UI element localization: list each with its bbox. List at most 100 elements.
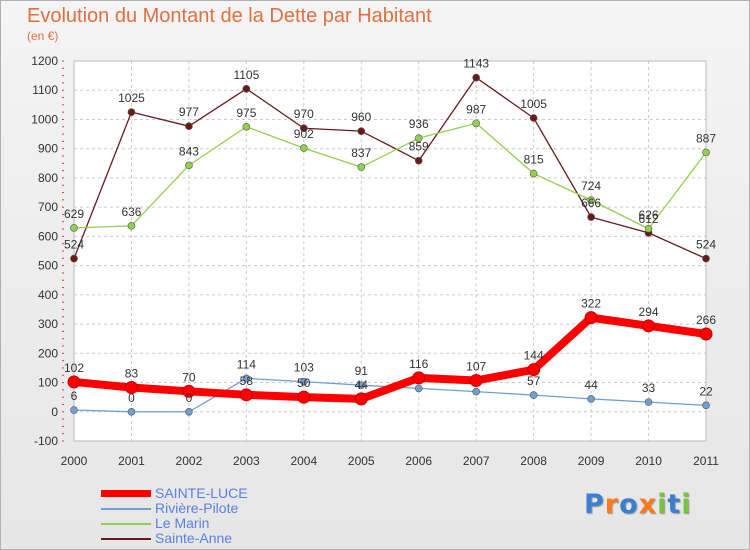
data-point xyxy=(242,84,251,93)
x-tick-label: 2005 xyxy=(348,454,375,468)
data-point xyxy=(702,254,710,263)
data-point xyxy=(242,374,251,383)
data-point xyxy=(127,108,136,116)
y-tick-label: 400 xyxy=(38,288,58,302)
y-tick-label: 100 xyxy=(38,376,58,390)
y-tick-label: 300 xyxy=(38,317,58,331)
data-label: 887 xyxy=(696,131,716,145)
legend-swatch xyxy=(101,508,151,510)
data-label: 1105 xyxy=(233,68,259,82)
x-tick-label: 2009 xyxy=(578,454,605,468)
data-label: 322 xyxy=(581,297,601,311)
data-point xyxy=(702,401,710,410)
data-label: 58 xyxy=(240,374,254,388)
data-label: 50 xyxy=(297,376,311,390)
data-label: 0 xyxy=(186,391,193,405)
data-point xyxy=(70,406,78,414)
data-point xyxy=(185,161,193,170)
x-tick-label: 2011 xyxy=(693,454,719,468)
series-line xyxy=(73,77,707,260)
data-point xyxy=(702,148,710,157)
data-point xyxy=(472,119,480,128)
data-point xyxy=(529,114,538,122)
data-label: 116 xyxy=(409,357,428,371)
data-point xyxy=(297,390,311,404)
data-label: 724 xyxy=(581,179,601,193)
data-point xyxy=(357,381,366,389)
data-point xyxy=(127,222,136,230)
data-point xyxy=(414,156,423,165)
data-point xyxy=(527,363,541,377)
data-label: 102 xyxy=(64,361,84,375)
logo-letter: o xyxy=(619,489,639,520)
y-tick-label: 700 xyxy=(38,200,58,214)
data-point xyxy=(642,319,656,333)
data-label: 960 xyxy=(351,110,371,124)
data-label: 859 xyxy=(409,140,429,154)
x-tick-label: 2002 xyxy=(176,454,203,468)
legend-label: Le Marin xyxy=(155,515,210,531)
data-label: 1025 xyxy=(118,91,145,105)
data-point xyxy=(182,384,196,398)
x-tick-label: 2007 xyxy=(463,454,490,468)
data-label: 626 xyxy=(639,208,659,222)
data-label: 294 xyxy=(639,305,659,319)
data-label: 44 xyxy=(355,378,369,392)
data-point xyxy=(300,144,308,152)
data-label: 837 xyxy=(351,146,371,160)
x-tick-label: 2004 xyxy=(290,454,317,468)
legend-label: Rivière-Pilote xyxy=(155,500,239,516)
data-label: 975 xyxy=(236,106,256,120)
logo-letter: x xyxy=(638,489,658,520)
data-point xyxy=(300,124,308,133)
legend-label: Sainte-Anne xyxy=(155,530,233,546)
x-tick-label: 2003 xyxy=(233,454,260,468)
data-point xyxy=(414,384,423,393)
data-label: 1143 xyxy=(463,57,489,71)
data-label: 107 xyxy=(466,359,486,373)
data-point xyxy=(587,213,595,221)
data-point xyxy=(529,391,538,399)
y-tick-label: 0 xyxy=(51,405,58,419)
grid xyxy=(73,60,707,442)
data-point xyxy=(124,381,138,395)
data-point xyxy=(300,377,308,386)
legend-swatch xyxy=(101,490,151,497)
x-tick-label: 2008 xyxy=(520,454,547,468)
y-tick-label: 600 xyxy=(38,229,58,243)
legend-label: SAINTE-LUCE xyxy=(155,485,248,501)
data-label: 91 xyxy=(355,364,369,378)
data-point xyxy=(529,169,538,178)
data-label: 103 xyxy=(294,361,314,375)
data-point xyxy=(185,407,193,416)
axes: -100010020030040050060070080090010001100… xyxy=(31,54,719,468)
data-label: 6 xyxy=(71,389,78,403)
data-point xyxy=(587,395,595,403)
data-point xyxy=(699,327,713,341)
data-point xyxy=(587,196,595,204)
x-tick-label: 2010 xyxy=(635,454,662,468)
series-line xyxy=(73,122,707,230)
data-point xyxy=(239,388,253,402)
data-label: 0 xyxy=(128,391,135,405)
data-point xyxy=(469,373,483,387)
data-point xyxy=(644,398,653,406)
data-label: 902 xyxy=(294,127,314,141)
y-tick-label: -100 xyxy=(34,434,58,448)
y-tick-label: 500 xyxy=(38,259,58,273)
plot-area xyxy=(74,61,706,441)
data-point xyxy=(472,73,480,82)
series-lines xyxy=(67,73,713,416)
data-label: 524 xyxy=(696,238,716,252)
data-label: 936 xyxy=(409,117,429,131)
data-label: 629 xyxy=(64,207,84,221)
data-point xyxy=(414,134,423,142)
data-label: 144 xyxy=(524,349,544,363)
y-tick-label: 1100 xyxy=(32,83,58,97)
data-label: 70 xyxy=(182,370,196,384)
data-labels: 524 1025 977 1105 970 960 859 1143 1005 666 612 524… xyxy=(64,57,716,405)
data-label: 266 xyxy=(696,313,716,327)
y-tick-label: 800 xyxy=(38,171,58,185)
